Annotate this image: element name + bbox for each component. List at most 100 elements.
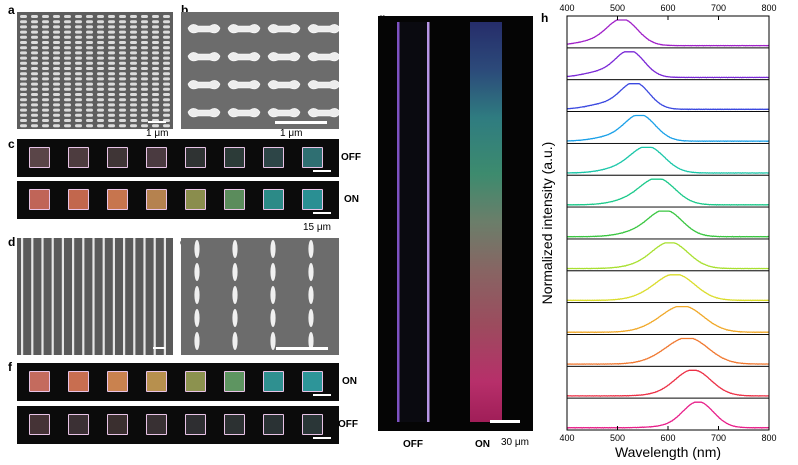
sem-feature xyxy=(31,72,38,76)
sem-line xyxy=(143,238,146,355)
sem-feature xyxy=(119,61,126,65)
sem-feature xyxy=(31,15,38,18)
sem-feature xyxy=(31,56,38,60)
sem-feature xyxy=(130,41,137,44)
sem-feature xyxy=(108,87,115,91)
sem-feature xyxy=(42,35,49,39)
sem-feature xyxy=(108,108,115,112)
sem-feature xyxy=(97,93,104,96)
color-strip-c-on xyxy=(17,181,339,219)
x-tick-label: 700 xyxy=(711,433,726,443)
sem-feature xyxy=(42,82,49,86)
sem-feature xyxy=(97,67,104,70)
sem-line xyxy=(133,238,136,355)
sem-feature xyxy=(31,103,38,107)
sem-line xyxy=(31,238,34,355)
sem-feature xyxy=(97,15,104,18)
sem-feature xyxy=(86,61,93,65)
sem-feature xyxy=(75,35,82,39)
tapered-device-svg xyxy=(397,22,502,422)
sem-feature xyxy=(86,67,93,70)
color-pixel xyxy=(107,147,128,168)
sem-feature xyxy=(130,103,137,107)
sem-rod xyxy=(270,263,276,281)
sem-feature xyxy=(86,46,93,50)
color-pixel xyxy=(29,414,50,435)
spectrum-row-frame xyxy=(566,206,770,240)
sem-feature xyxy=(130,87,137,91)
sem-feature xyxy=(141,103,148,107)
sem-feature xyxy=(97,72,104,76)
sem-feature xyxy=(130,113,137,117)
color-pixel xyxy=(68,414,89,435)
sem-feature xyxy=(53,124,60,128)
color-pixel xyxy=(302,414,323,435)
sem-feature xyxy=(53,108,60,112)
sem-feature xyxy=(130,25,137,29)
color-pixel xyxy=(224,147,245,168)
sem-feature xyxy=(53,51,60,55)
color-pixel xyxy=(185,147,206,168)
sem-feature xyxy=(86,87,93,91)
sem-feature xyxy=(119,82,126,86)
scalebar-e xyxy=(276,347,328,350)
sem-feature xyxy=(119,103,126,107)
sem-feature xyxy=(130,30,137,34)
sem-feature xyxy=(53,119,60,122)
sem-feature xyxy=(163,56,170,60)
sem-feature xyxy=(86,35,93,39)
sem-feature xyxy=(20,77,27,81)
panel-label-f: f xyxy=(8,360,12,374)
sem-feature xyxy=(152,30,159,34)
sem-feature xyxy=(20,15,27,18)
sem-rod xyxy=(232,309,238,327)
sem-rod xyxy=(308,263,314,281)
sem-feature xyxy=(86,82,93,86)
sem-feature xyxy=(97,56,104,60)
sem-feature xyxy=(130,15,137,18)
sem-rod xyxy=(270,332,276,350)
sem-feature xyxy=(130,46,137,50)
sem-feature xyxy=(75,20,82,24)
sem-rod xyxy=(270,286,276,304)
sem-feature xyxy=(42,124,49,128)
sem-feature xyxy=(130,119,137,122)
spectrum-row-frame xyxy=(566,15,770,49)
sem-feature xyxy=(108,67,115,70)
sem-feature xyxy=(86,108,93,112)
sem-feature xyxy=(42,108,49,112)
sem-feature xyxy=(20,93,27,96)
sem-vertical-rods xyxy=(181,238,339,355)
sem-feature xyxy=(163,35,170,39)
sem-feature xyxy=(130,56,137,60)
color-pixel xyxy=(224,189,245,210)
sem-feature xyxy=(141,77,148,81)
sem-feature xyxy=(31,30,38,34)
color-pixel xyxy=(107,414,128,435)
sem-feature xyxy=(53,87,60,91)
strip-scalebar xyxy=(313,394,331,396)
sem-feature xyxy=(53,35,60,39)
sem-nanorod xyxy=(187,24,221,34)
sem-feature xyxy=(75,98,82,102)
sem-feature xyxy=(64,72,71,76)
color-pixel xyxy=(29,371,50,392)
sem-feature xyxy=(64,46,71,50)
sem-feature xyxy=(108,41,115,44)
sem-feature xyxy=(64,25,71,29)
sem-feature xyxy=(163,82,170,86)
state-label-g-on: ON xyxy=(475,439,490,450)
sem-feature xyxy=(31,108,38,112)
sem-feature xyxy=(108,103,115,107)
sem-feature xyxy=(20,87,27,91)
spectrum-line xyxy=(566,19,770,47)
color-pixel xyxy=(185,189,206,210)
sem-feature xyxy=(75,113,82,117)
spectrum-row-frame xyxy=(566,47,770,81)
sem-feature xyxy=(20,67,27,70)
sem-feature xyxy=(42,46,49,50)
x-tick-label: 800 xyxy=(761,433,776,443)
sem-feature xyxy=(31,98,38,102)
sem-feature xyxy=(20,51,27,55)
sem-line xyxy=(92,238,95,355)
